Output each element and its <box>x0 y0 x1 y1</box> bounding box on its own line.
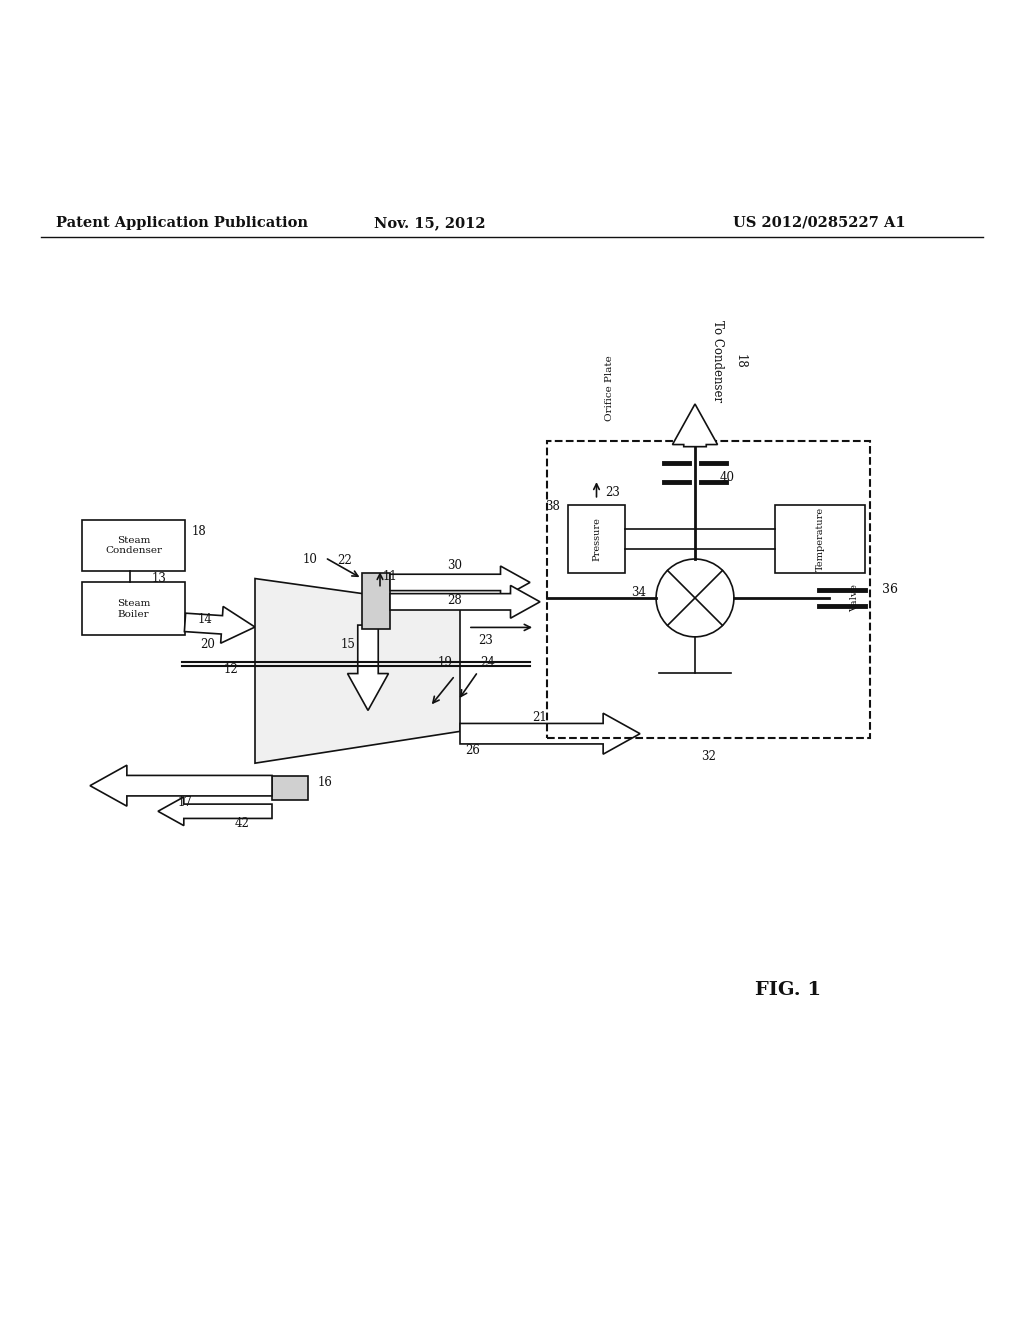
Text: Patent Application Publication: Patent Application Publication <box>56 215 308 230</box>
Text: Pressure: Pressure <box>592 517 601 561</box>
Polygon shape <box>673 404 718 446</box>
Bar <box>568 504 625 573</box>
Text: 22: 22 <box>337 554 352 566</box>
Polygon shape <box>390 586 540 618</box>
Text: 32: 32 <box>701 750 716 763</box>
Text: US 2012/0285227 A1: US 2012/0285227 A1 <box>733 215 905 230</box>
Text: 34: 34 <box>631 586 646 599</box>
Text: 19: 19 <box>437 656 453 669</box>
Polygon shape <box>390 566 530 599</box>
Text: 23: 23 <box>605 486 620 499</box>
Text: 11: 11 <box>383 570 397 583</box>
Bar <box>362 573 390 628</box>
Text: 36: 36 <box>883 583 898 595</box>
Text: 38: 38 <box>545 500 560 512</box>
Text: 30: 30 <box>447 560 463 573</box>
Bar <box>775 504 865 573</box>
Text: 12: 12 <box>223 663 238 676</box>
Text: 21: 21 <box>532 711 548 725</box>
Text: 16: 16 <box>318 776 333 789</box>
Bar <box>547 441 870 738</box>
Text: 28: 28 <box>447 594 463 607</box>
Text: 10: 10 <box>303 553 318 566</box>
Text: Nov. 15, 2012: Nov. 15, 2012 <box>374 215 486 230</box>
Bar <box>82 520 185 570</box>
Polygon shape <box>184 606 255 643</box>
Text: 18: 18 <box>191 525 206 539</box>
Bar <box>272 776 308 800</box>
Text: Temperature: Temperature <box>815 507 824 572</box>
Polygon shape <box>158 797 272 825</box>
Polygon shape <box>347 626 388 710</box>
Text: 42: 42 <box>234 817 250 830</box>
Text: 13: 13 <box>152 572 167 585</box>
Text: 15: 15 <box>340 638 355 651</box>
Text: To Condenser: To Condenser <box>712 321 725 403</box>
Text: 26: 26 <box>465 743 480 756</box>
Polygon shape <box>255 578 460 763</box>
Polygon shape <box>90 766 272 807</box>
Text: 24: 24 <box>480 656 495 669</box>
Text: 23: 23 <box>478 634 493 647</box>
Text: Steam
Boiler: Steam Boiler <box>117 599 151 619</box>
Text: 20: 20 <box>200 638 215 651</box>
Text: 17: 17 <box>177 796 193 809</box>
Text: Orifice Plate: Orifice Plate <box>605 355 614 421</box>
Bar <box>82 582 185 635</box>
Text: 14: 14 <box>198 614 213 627</box>
Text: Valve: Valve <box>850 583 859 612</box>
Text: Steam
Condenser: Steam Condenser <box>105 536 162 556</box>
Polygon shape <box>460 713 640 754</box>
Text: 40: 40 <box>720 471 735 484</box>
Text: 18: 18 <box>733 354 746 368</box>
Text: FIG. 1: FIG. 1 <box>756 981 821 999</box>
